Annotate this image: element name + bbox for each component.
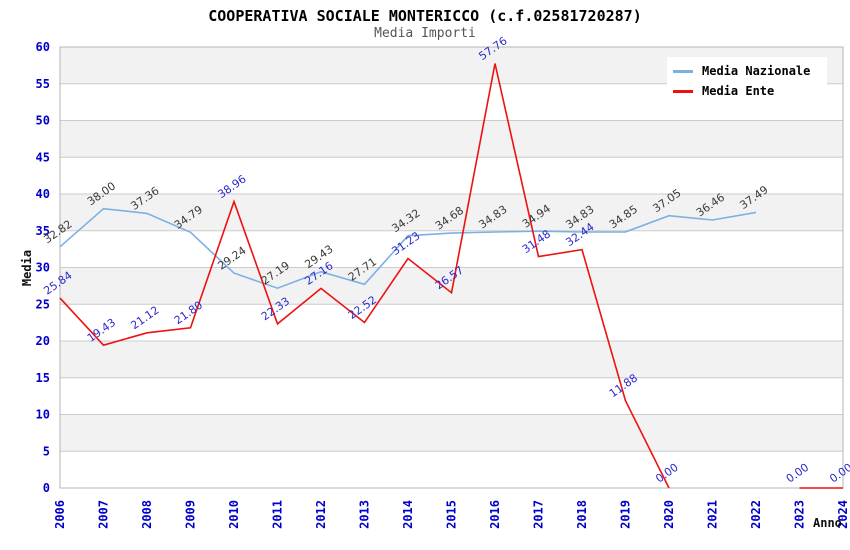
- legend-line-swatch-ente-icon: [673, 89, 693, 93]
- x-tick-label: 2022: [749, 500, 763, 529]
- y-tick-label: 45: [36, 150, 50, 164]
- plot-border: [59, 46, 844, 489]
- x-axis-title: Anno: [813, 516, 842, 530]
- y-tick-label: 15: [36, 371, 50, 385]
- x-tick-label: 2019: [619, 500, 633, 529]
- legend-item-label: Media Nazionale: [702, 64, 811, 78]
- y-axis-title: Media: [20, 249, 34, 287]
- series-line-media-ente: [59, 63, 843, 489]
- y-tick-label: 35: [36, 224, 50, 238]
- x-tick-label: 2010: [227, 500, 241, 529]
- y-tick-label: 20: [36, 334, 50, 348]
- data-point-label: 19.43: [85, 316, 118, 345]
- x-tick-label: 2012: [314, 500, 328, 529]
- x-tick-label: 2020: [662, 500, 676, 529]
- x-tick-label: 2016: [488, 500, 502, 529]
- legend-item-label: Media Ente: [702, 84, 775, 98]
- x-tick-label: 2009: [184, 500, 198, 529]
- x-tick-label: 2011: [271, 500, 285, 529]
- x-tick-label: 2007: [97, 500, 111, 529]
- x-tick-label: 2008: [140, 500, 154, 529]
- series-line-media-nazionale: [59, 207, 757, 290]
- data-point-label: 0.00: [784, 461, 812, 486]
- legend: Media Nazionale Media Ente: [667, 57, 827, 105]
- x-tick-label: 2014: [401, 500, 415, 529]
- x-tick-label: 2013: [358, 500, 372, 529]
- x-tick-label: 2018: [575, 500, 589, 529]
- y-tick-label: 10: [36, 408, 50, 422]
- x-tick-label: 2023: [793, 500, 807, 529]
- y-tick-label: 55: [36, 77, 50, 91]
- chart-subtitle: Media Importi: [374, 26, 476, 41]
- y-tick-label: 60: [36, 40, 50, 54]
- x-tick-label: 2015: [445, 500, 459, 529]
- plot-background-band: [60, 414, 843, 452]
- y-tick-label: 30: [36, 261, 50, 275]
- y-tick-label: 50: [36, 114, 50, 128]
- plot-background-band: [60, 267, 843, 305]
- legend-item-media-ente: Media Ente: [673, 84, 821, 98]
- chart-title: COOPERATIVA SOCIALE MONTERICCO (c.f.0258…: [208, 7, 642, 25]
- legend-item-media-nazionale: Media Nazionale: [673, 64, 821, 78]
- data-point-label: 21.12: [128, 304, 161, 333]
- data-point-label: 32.82: [41, 218, 74, 247]
- legend-line-swatch-nazionale-icon: [673, 69, 693, 73]
- x-tick-label: 2006: [53, 500, 67, 529]
- plot-background-band: [60, 194, 843, 231]
- x-tick-label: 2021: [706, 500, 720, 529]
- plot-background-band: [60, 341, 843, 378]
- y-tick-label: 25: [36, 297, 50, 311]
- y-tick-label: 0: [43, 481, 50, 495]
- data-point-label: 31.23: [389, 229, 422, 258]
- x-tick-label: 2024: [836, 500, 850, 529]
- y-tick-label: 40: [36, 187, 50, 201]
- data-point-label: 0.00: [827, 461, 850, 486]
- x-tick-label: 2017: [532, 500, 546, 529]
- plot-background-band: [60, 120, 843, 158]
- y-tick-label: 5: [43, 444, 50, 458]
